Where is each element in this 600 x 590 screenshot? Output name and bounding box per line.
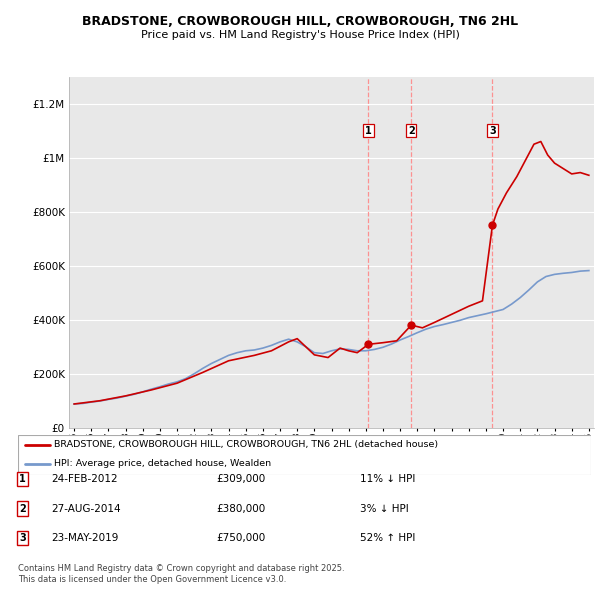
- Text: 1: 1: [365, 126, 372, 136]
- Text: Price paid vs. HM Land Registry's House Price Index (HPI): Price paid vs. HM Land Registry's House …: [140, 30, 460, 40]
- Text: 2: 2: [19, 504, 26, 513]
- Text: 3% ↓ HPI: 3% ↓ HPI: [360, 504, 409, 513]
- Text: BRADSTONE, CROWBOROUGH HILL, CROWBOROUGH, TN6 2HL: BRADSTONE, CROWBOROUGH HILL, CROWBOROUGH…: [82, 15, 518, 28]
- Text: 3: 3: [19, 533, 26, 543]
- Text: 27-AUG-2014: 27-AUG-2014: [51, 504, 121, 513]
- Text: £750,000: £750,000: [216, 533, 265, 543]
- Text: 2: 2: [408, 126, 415, 136]
- Text: 52% ↑ HPI: 52% ↑ HPI: [360, 533, 415, 543]
- Text: HPI: Average price, detached house, Wealden: HPI: Average price, detached house, Weal…: [53, 459, 271, 468]
- Text: 1: 1: [19, 474, 26, 484]
- Text: 24-FEB-2012: 24-FEB-2012: [51, 474, 118, 484]
- Text: £380,000: £380,000: [216, 504, 265, 513]
- Text: 3: 3: [489, 126, 496, 136]
- Text: This data is licensed under the Open Government Licence v3.0.: This data is licensed under the Open Gov…: [18, 575, 286, 584]
- Text: £309,000: £309,000: [216, 474, 265, 484]
- Text: BRADSTONE, CROWBOROUGH HILL, CROWBOROUGH, TN6 2HL (detached house): BRADSTONE, CROWBOROUGH HILL, CROWBOROUGH…: [53, 440, 437, 450]
- Text: Contains HM Land Registry data © Crown copyright and database right 2025.: Contains HM Land Registry data © Crown c…: [18, 565, 344, 573]
- Text: 23-MAY-2019: 23-MAY-2019: [51, 533, 118, 543]
- Text: 11% ↓ HPI: 11% ↓ HPI: [360, 474, 415, 484]
